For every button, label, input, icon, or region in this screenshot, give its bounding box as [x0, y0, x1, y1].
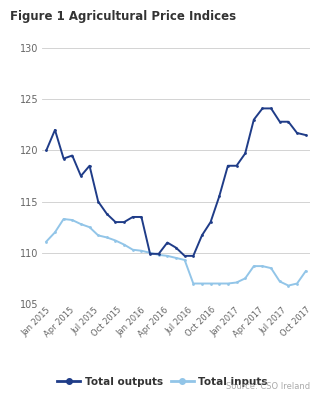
Text: Figure 1 Agricultural Price Indices: Figure 1 Agricultural Price Indices [10, 10, 236, 23]
Legend: Total outputs, Total inputs: Total outputs, Total inputs [53, 373, 272, 391]
Text: Source: CSO Ireland: Source: CSO Ireland [226, 382, 310, 391]
